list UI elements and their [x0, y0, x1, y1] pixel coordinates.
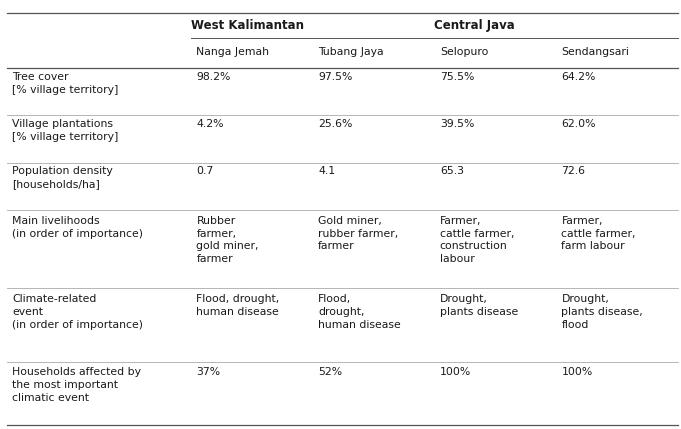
Text: Flood, drought,
human disease: Flood, drought, human disease [196, 294, 280, 317]
Text: 62.0%: 62.0% [561, 119, 596, 129]
Text: Drought,
plants disease: Drought, plants disease [440, 294, 518, 317]
Text: Population density
[households/ha]: Population density [households/ha] [12, 166, 113, 189]
Text: Selopuro: Selopuro [440, 47, 488, 57]
Text: 65.3: 65.3 [440, 166, 464, 176]
Text: 100%: 100% [561, 367, 592, 377]
Text: 37%: 37% [196, 367, 221, 377]
Text: Village plantations
[% village territory]: Village plantations [% village territory… [12, 119, 118, 142]
Text: 100%: 100% [440, 367, 471, 377]
Text: Main livelihoods
(in order of importance): Main livelihoods (in order of importance… [12, 216, 143, 239]
Text: Tree cover
[% village territory]: Tree cover [% village territory] [12, 72, 118, 95]
Text: 4.2%: 4.2% [196, 119, 224, 129]
Text: 64.2%: 64.2% [561, 72, 596, 82]
Text: 72.6: 72.6 [561, 166, 586, 176]
Text: 98.2%: 98.2% [196, 72, 231, 82]
Text: Farmer,
cattle farmer,
farm labour: Farmer, cattle farmer, farm labour [561, 216, 636, 251]
Text: 4.1: 4.1 [318, 166, 335, 176]
Text: Gold miner,
rubber farmer,
farmer: Gold miner, rubber farmer, farmer [318, 216, 398, 251]
Text: Central Java: Central Java [434, 19, 515, 32]
Text: Rubber
farmer,
gold miner,
farmer: Rubber farmer, gold miner, farmer [196, 216, 259, 264]
Text: 25.6%: 25.6% [318, 119, 353, 129]
Text: 0.7: 0.7 [196, 166, 214, 176]
Text: Drought,
plants disease,
flood: Drought, plants disease, flood [561, 294, 643, 329]
Text: Nanga Jemah: Nanga Jemah [196, 47, 270, 57]
Text: West Kalimantan: West Kalimantan [191, 19, 304, 32]
Text: Farmer,
cattle farmer,
construction
labour: Farmer, cattle farmer, construction labo… [440, 216, 514, 264]
Text: Tubang Jaya: Tubang Jaya [318, 47, 383, 57]
Text: Flood,
drought,
human disease: Flood, drought, human disease [318, 294, 401, 329]
Text: Sendangsari: Sendangsari [561, 47, 629, 57]
Text: 39.5%: 39.5% [440, 119, 474, 129]
Text: Climate-related
event
(in order of importance): Climate-related event (in order of impor… [12, 294, 143, 329]
Text: 97.5%: 97.5% [318, 72, 353, 82]
Text: 75.5%: 75.5% [440, 72, 474, 82]
Text: Households affected by
the most important
climatic event: Households affected by the most importan… [12, 367, 141, 402]
Text: 52%: 52% [318, 367, 343, 377]
